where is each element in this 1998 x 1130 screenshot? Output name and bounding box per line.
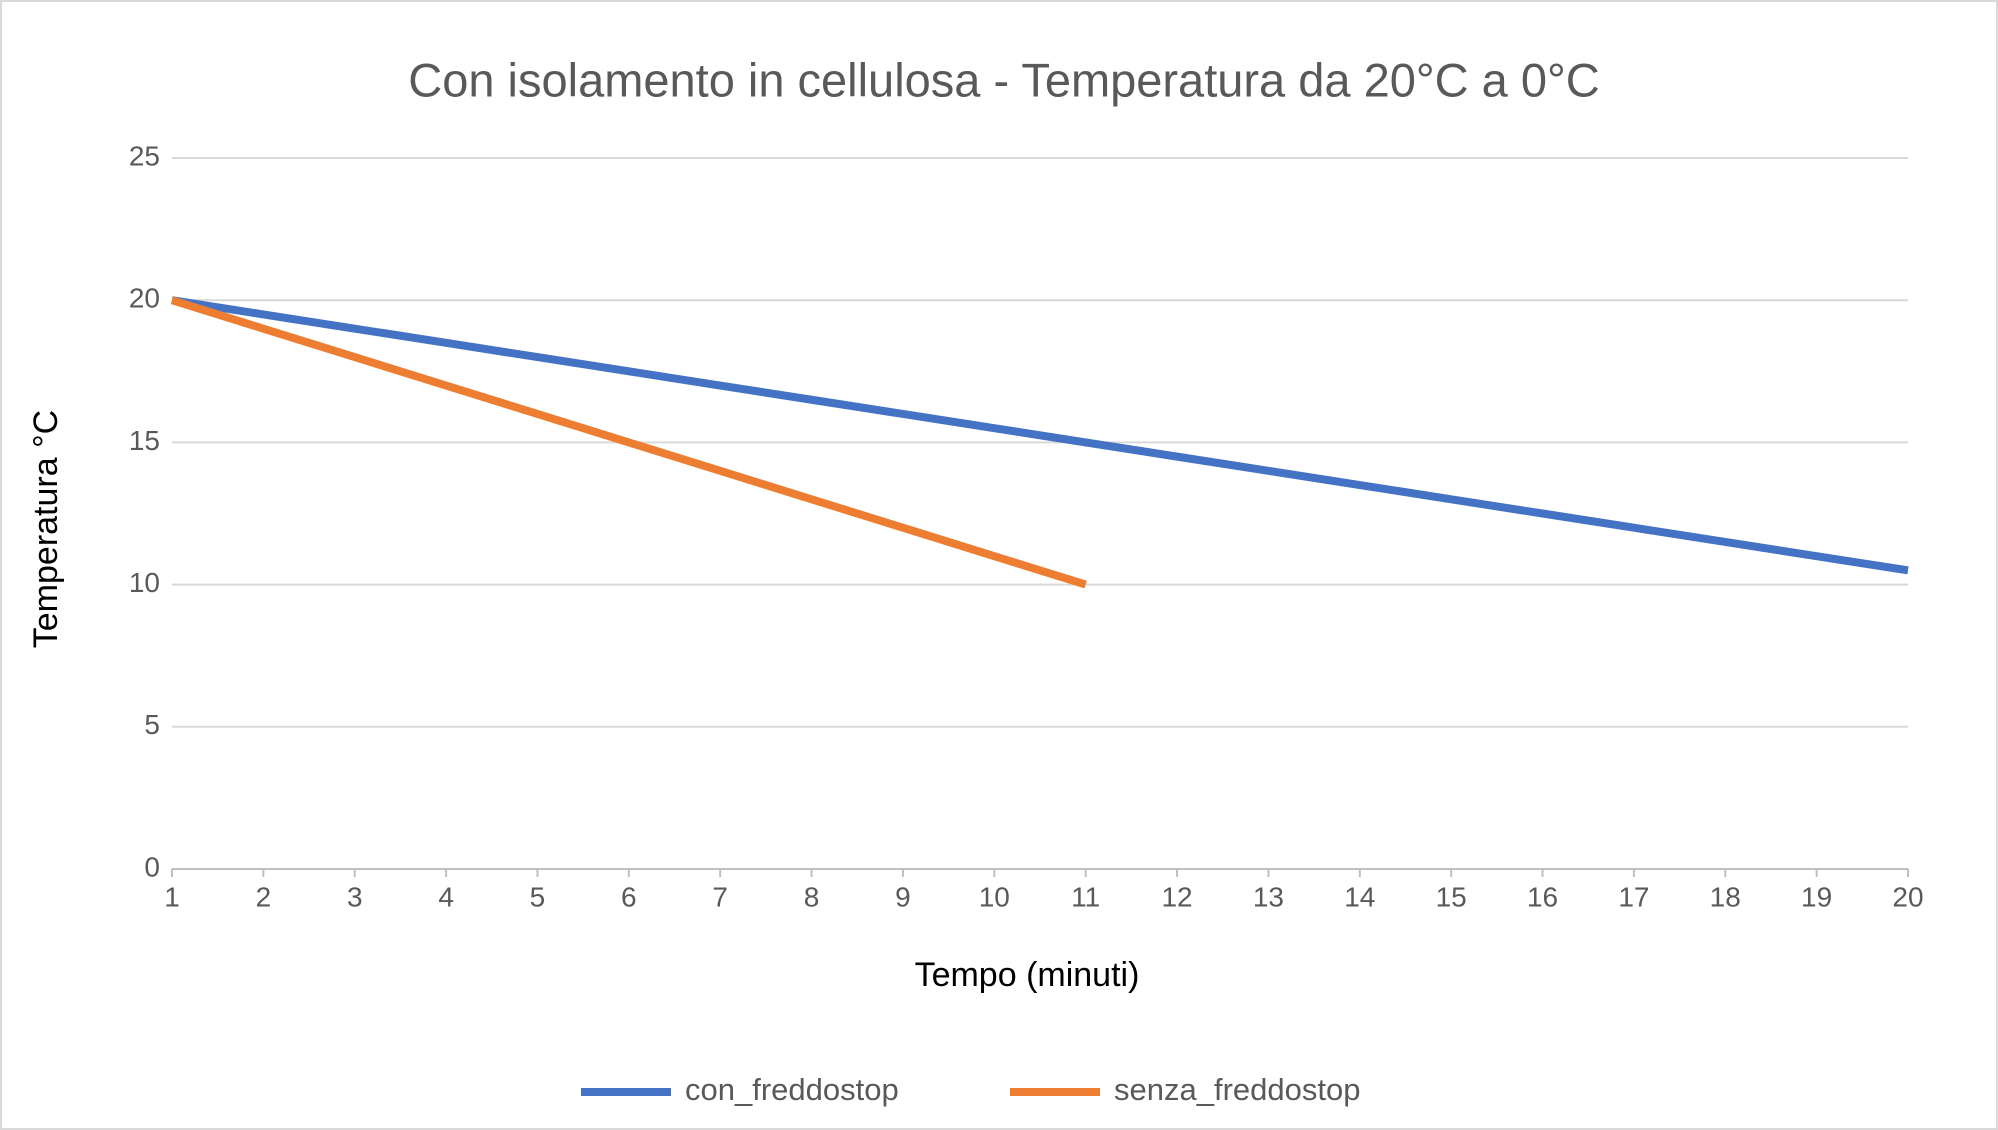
x-tick-label: 19 (1801, 881, 1832, 912)
x-tick-label: 4 (438, 881, 454, 912)
line-series (170, 296, 1087, 589)
y-tick-label: 10 (129, 567, 160, 598)
legend-label: con_freddostop (685, 1072, 899, 1107)
x-tick-label: 14 (1344, 881, 1375, 912)
x-axis-label: Tempo (minuti) (915, 956, 1140, 994)
x-tick-label: 17 (1618, 881, 1649, 912)
x-tick-label: 5 (530, 881, 546, 912)
x-tick-label: 1 (164, 881, 180, 912)
x-tick-label: 12 (1161, 881, 1192, 912)
y-tick-label: 15 (129, 425, 160, 456)
x-tick-label: 2 (256, 881, 272, 912)
y-tick-label: 0 (144, 851, 160, 882)
x-tick-label: 20 (1892, 881, 1923, 912)
line-series (171, 296, 1909, 575)
x-tick-label: 15 (1436, 881, 1467, 912)
x-tick-label: 7 (712, 881, 728, 912)
y-axis-label: Temperatura °C (27, 410, 65, 648)
x-tick-label: 6 (621, 881, 637, 912)
x-tick-label: 8 (804, 881, 820, 912)
y-tick-label: 20 (129, 283, 160, 314)
legend-label: senza_freddostop (1114, 1072, 1360, 1107)
x-tick-label: 3 (347, 881, 363, 912)
x-tick-label: 16 (1527, 881, 1558, 912)
x-tick-label: 13 (1253, 881, 1284, 912)
x-tick-label: 11 (1071, 881, 1100, 912)
chart-title: Con isolamento in cellulosa - Temperatur… (408, 53, 1599, 106)
x-tick-label: 10 (979, 881, 1010, 912)
x-tick-label: 18 (1710, 881, 1741, 912)
y-tick-label: 5 (144, 709, 160, 740)
x-tick-label: 9 (895, 881, 911, 912)
y-tick-label: 25 (129, 140, 160, 171)
